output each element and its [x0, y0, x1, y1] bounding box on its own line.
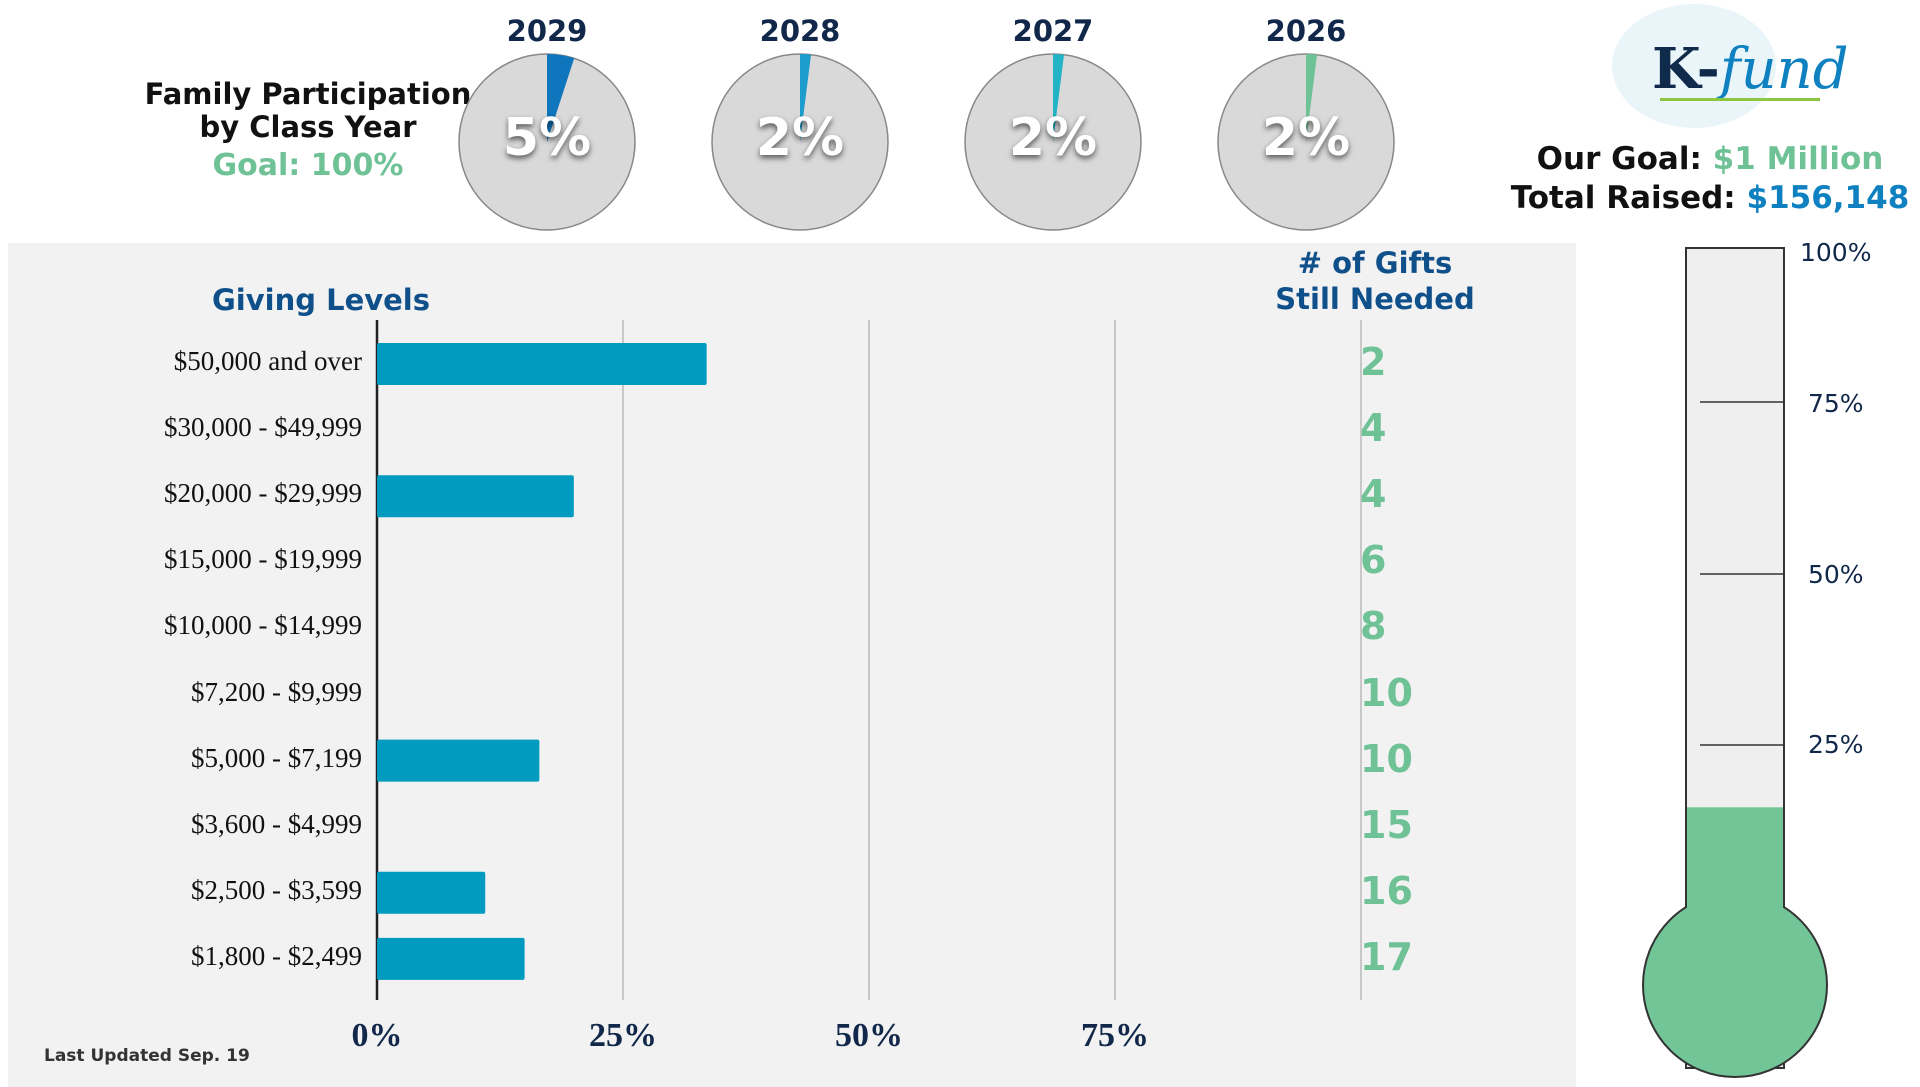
gifts-needed-value: 2 [1360, 340, 1387, 384]
category-label: $5,000 - $7,199 [191, 742, 362, 773]
category-label: $30,000 - $49,999 [164, 412, 362, 443]
pie-2029 [458, 53, 636, 231]
giving-levels-title: Giving Levels [212, 283, 431, 317]
thermometer-label-25: 25% [1808, 730, 1864, 759]
pie-year-2026: 2026 [1265, 14, 1347, 48]
category-label: $50,000 and over [173, 346, 362, 376]
gifts-needed-value: 10 [1360, 670, 1413, 715]
gifts-needed-value: 17 [1360, 934, 1413, 979]
thermometer-label-100: 100% [1800, 238, 1872, 267]
pie-slice-2027 [1053, 54, 1065, 142]
gifts-needed-value: 16 [1360, 868, 1413, 913]
pie-slice-2028 [800, 54, 812, 142]
category-label: $20,000 - $29,999 [164, 478, 362, 509]
fundraising-goal: Our Goal: $1 Million Total Raised: $156,… [1500, 140, 1920, 218]
gifts-needed-title-line1: # of Gifts [1297, 246, 1453, 280]
pie-2027 [964, 53, 1142, 231]
pie-percent-2027: 2% [1008, 108, 1098, 168]
gifts-needed-value: 4 [1360, 472, 1387, 517]
giving-panel [8, 243, 1576, 1087]
pie-year-2029: 2029 [506, 14, 588, 48]
thermometer-label-75: 75% [1808, 389, 1864, 418]
logo-background [1612, 4, 1776, 128]
pie-slice-2029 [547, 54, 575, 142]
pie-percent-2026: 2% [1261, 108, 1351, 168]
bar [377, 871, 486, 914]
pie-year-2027: 2027 [1012, 14, 1094, 48]
gifts-needed-value: 15 [1360, 802, 1413, 847]
pie-year-2028: 2028 [759, 14, 841, 48]
bar [377, 739, 540, 782]
k-fund-logo: K-fund [1652, 36, 1849, 102]
category-label: $2,500 - $3,599 [191, 874, 362, 905]
bar [377, 343, 707, 385]
last-updated: Last Updated Sep. 19 [44, 1046, 250, 1066]
x-tick-label: 25% [589, 1017, 657, 1054]
thermometer-fill [1687, 807, 1783, 985]
gifts-needed-value: 6 [1360, 538, 1387, 583]
bar [377, 937, 525, 980]
gifts-needed-value: 4 [1360, 406, 1387, 451]
category-label: $3,600 - $4,999 [191, 808, 362, 839]
participation-title-line2: by Class Year [199, 110, 417, 145]
thermometer-label-50: 50% [1808, 560, 1864, 589]
participation-title: Family Participation by Class Year [108, 77, 508, 145]
x-tick-label: 75% [1081, 1017, 1149, 1054]
logo-underline [1660, 98, 1820, 101]
gifts-needed-value: 8 [1360, 604, 1387, 649]
pie-2028 [711, 53, 889, 231]
raised-value: $156,148 [1746, 179, 1910, 216]
bar [377, 475, 574, 518]
pie-2026 [1217, 53, 1395, 231]
x-tick-label: 0% [351, 1017, 403, 1054]
goal-value: $1 Million [1712, 141, 1884, 177]
category-label: $10,000 - $14,999 [164, 610, 362, 641]
category-label: $7,200 - $9,999 [191, 676, 362, 707]
pie-slice-2026 [1306, 54, 1318, 142]
gifts-needed-title: # of Gifts Still Needed [1230, 245, 1520, 318]
x-tick-label: 50% [835, 1017, 903, 1054]
goal-row: Our Goal: $1 Million [1536, 141, 1884, 177]
participation-title-line1: Family Participation [144, 77, 472, 111]
pie-percent-2028: 2% [755, 108, 845, 168]
raised-row: Total Raised: $156,148 [1510, 179, 1910, 216]
category-label: $15,000 - $19,999 [164, 544, 362, 575]
category-label: $1,800 - $2,499 [191, 940, 362, 971]
participation-goal: Goal: 100% [212, 148, 404, 183]
thermometer [1642, 247, 1828, 1078]
gifts-needed-title-line2: Still Needed [1275, 282, 1475, 317]
gifts-needed-value: 10 [1360, 736, 1413, 781]
pie-percent-2029: 5% [502, 108, 592, 168]
